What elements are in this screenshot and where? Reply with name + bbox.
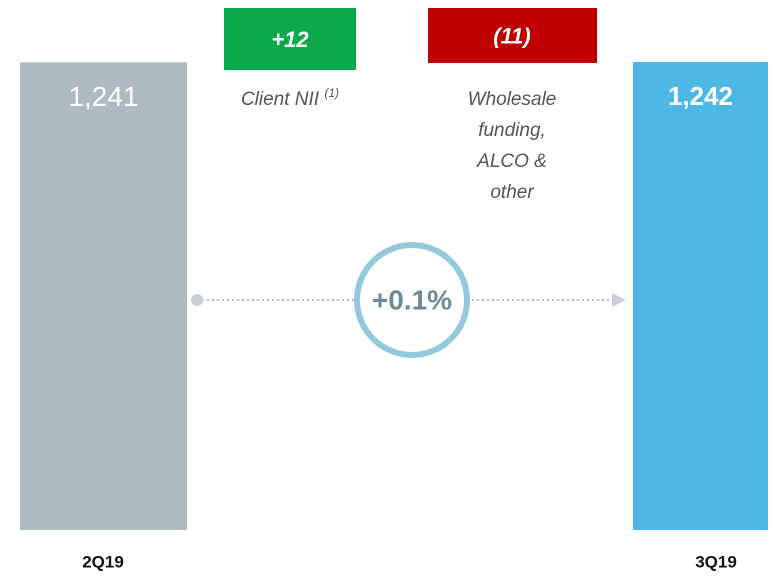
step-name-text: other [490,182,534,203]
step-value-label: +12 [271,27,309,52]
bar-value-label: 1,241 [68,81,138,112]
step-box [428,8,597,63]
step-name: funding, [478,120,546,141]
bar [20,62,187,531]
step-name-text: ALCO & [476,151,547,172]
step-name: other [490,182,534,203]
step-name-text: Client NII [241,89,320,110]
category-label: 3Q19 [695,552,737,571]
connector-start [191,294,203,306]
connector-arrow [612,293,626,307]
step-name: Wholesale [468,89,557,110]
step-name-text: funding, [478,120,546,141]
step-value-label: (11) [493,23,531,48]
category-label: 2Q19 [82,552,124,571]
change-circle [354,242,470,358]
bar [633,62,768,530]
step-name-text: Wholesale [468,89,557,110]
bar-value-label: 1,242 [668,81,733,111]
step-note: (1) [324,86,339,100]
change-label: +0.1% [372,284,452,315]
step-box [224,8,356,70]
step-name: Client NII (1) [241,86,339,110]
step-name: ALCO & [476,151,547,172]
